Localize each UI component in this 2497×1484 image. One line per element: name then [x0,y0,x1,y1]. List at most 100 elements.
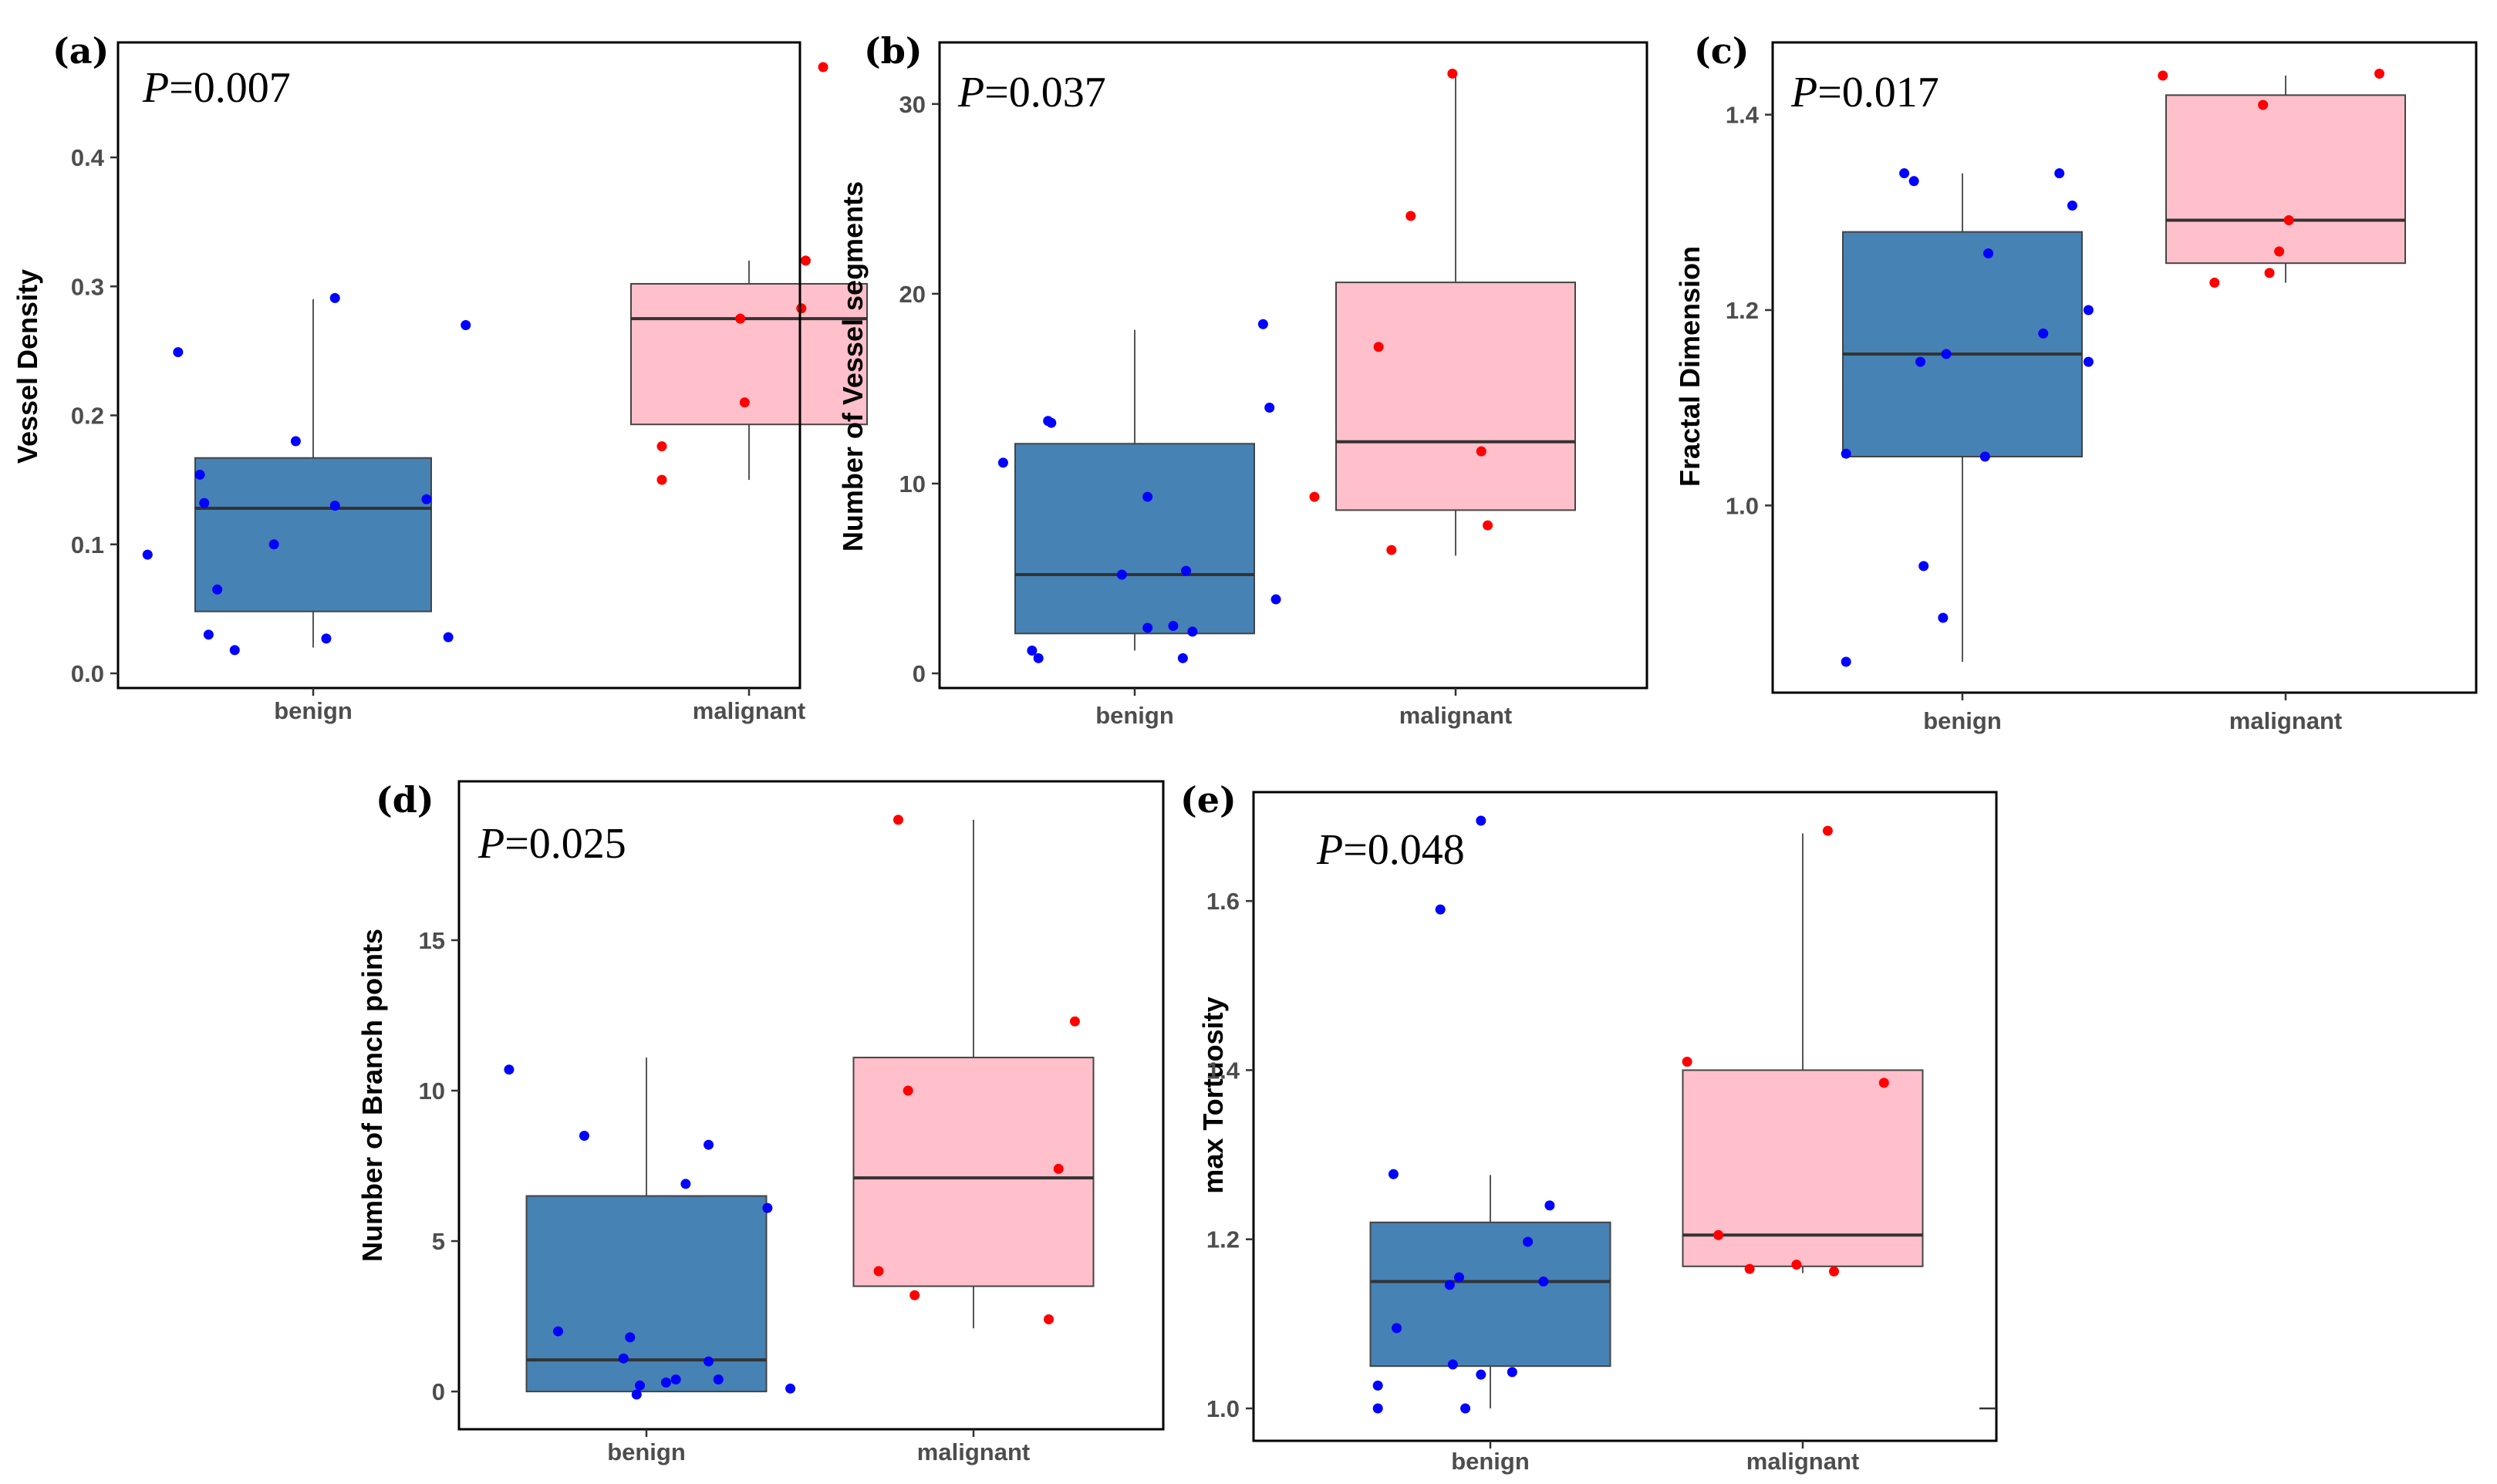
data-point-benign [203,629,214,640]
data-point-benign [504,1064,515,1075]
data-point-benign [1941,349,1952,359]
p-symbol: P [142,64,169,112]
data-point-benign [1257,319,1268,329]
data-point-benign [1544,1200,1555,1211]
data-point-malignant [1476,446,1486,457]
data-point-benign [1538,1277,1549,1287]
category-label-benign: benign [274,697,353,724]
data-point-benign [579,1131,589,1142]
iqr-box [852,1057,1095,1287]
data-point-benign [1841,656,1851,667]
p-symbol: P [1316,826,1343,874]
data-point-malignant [1878,1078,1889,1088]
data-point-malignant [1822,825,1833,836]
data-point-benign [199,497,210,508]
p-value-annotation: P=0.007 [142,64,291,112]
y-tick-label: 20 [899,281,926,308]
y-tick-label: 30 [899,91,926,118]
panel-letter: (d) [376,779,434,821]
y-tick-label: 1.4 [1206,1057,1240,1084]
data-point-benign [268,539,279,550]
data-point-malignant [909,1290,920,1300]
box-malignant [1682,833,1924,1273]
data-point-benign [2067,200,2077,211]
p-symbol: P [1790,69,1817,116]
category-label-benign: benign [607,1438,686,1465]
p-value-annotation: P=0.025 [477,820,626,868]
data-point-benign [713,1374,724,1385]
y-tick-label: 5 [432,1228,445,1255]
box-benign [1842,173,2083,662]
y-tick-label: 15 [419,927,445,954]
y-axis-label: max Tortuosity [1197,997,1229,1193]
data-point-benign [1142,622,1153,633]
data-point-benign [1447,1359,1458,1370]
category-label-malignant: malignant [1399,702,1512,729]
plot-frame [1252,791,1998,1442]
y-tick-label: 1.2 [1206,1226,1240,1253]
data-point-benign [1181,565,1192,576]
data-point-benign [1460,1403,1471,1414]
panel-c: (c) Fractal Dimension 1.0 1.2 1.4 benign malig… [1674,30,2478,734]
data-point-malignant [1744,1263,1755,1274]
data-point-benign [1264,403,1275,413]
data-point-benign [618,1353,629,1364]
box-benign [194,299,432,648]
y-tick-label: 10 [899,470,926,497]
data-point-malignant [739,397,750,408]
data-point-benign [229,645,240,656]
iqr-box [525,1195,768,1393]
data-point-benign [2083,356,2094,367]
data-point-malignant [1682,1056,1692,1067]
y-tick-label: 1.6 [1206,888,1240,915]
data-point-benign [2038,328,2049,339]
p-value: =0.025 [504,820,626,868]
y-tick-label: 0.2 [71,403,104,430]
y-tick-label: 1.0 [1726,492,1759,519]
data-point-benign [1915,356,1926,367]
data-point-benign [1177,653,1188,663]
data-point-malignant [818,62,828,73]
data-point-benign [461,319,471,330]
box-malignant [852,819,1095,1329]
data-point-benign [421,494,432,504]
data-point-benign [142,549,153,560]
data-point-malignant [873,1266,884,1277]
category-label-malignant: malignant [693,697,805,724]
data-point-benign [1372,1403,1383,1414]
data-point-benign [1033,653,1044,663]
data-point-malignant [2209,278,2220,288]
box-benign [1369,1175,1611,1408]
category-label-malignant: malignant [1746,1448,1859,1475]
data-point-malignant [893,815,903,825]
y-tick-label: 0 [913,660,926,687]
data-point-benign [1187,626,1198,637]
p-value-annotation: P=0.037 [957,69,1106,116]
data-point-benign [1454,1272,1464,1283]
iqr-box [194,457,432,612]
data-point-malignant [1791,1260,1802,1270]
data-point-benign [785,1383,796,1394]
data-point-benign [1270,594,1281,605]
p-symbol: P [957,69,984,116]
iqr-box [1014,443,1255,635]
data-point-benign [1476,1369,1486,1380]
data-point-benign [704,1139,714,1150]
data-point-benign [173,347,184,358]
y-tick-label: 1.2 [1726,297,1759,324]
panel-letter: (e) [1180,779,1237,821]
data-point-benign [1142,491,1153,502]
iqr-box [1842,231,2083,457]
data-point-malignant [656,474,667,485]
data-point-malignant [1044,1314,1054,1324]
panel-d: (d) Number of Branch points 0 5 10 15 benign ma… [356,779,1165,1465]
data-point-benign [670,1374,681,1385]
data-point-malignant [1447,68,1458,79]
data-point-malignant [656,441,667,452]
data-point-benign [1027,645,1038,656]
data-point-malignant [2258,99,2269,110]
data-point-malignant [2264,268,2275,278]
data-point-benign [1372,1380,1383,1391]
p-value: =0.007 [169,64,291,112]
data-point-benign [1392,1323,1402,1334]
